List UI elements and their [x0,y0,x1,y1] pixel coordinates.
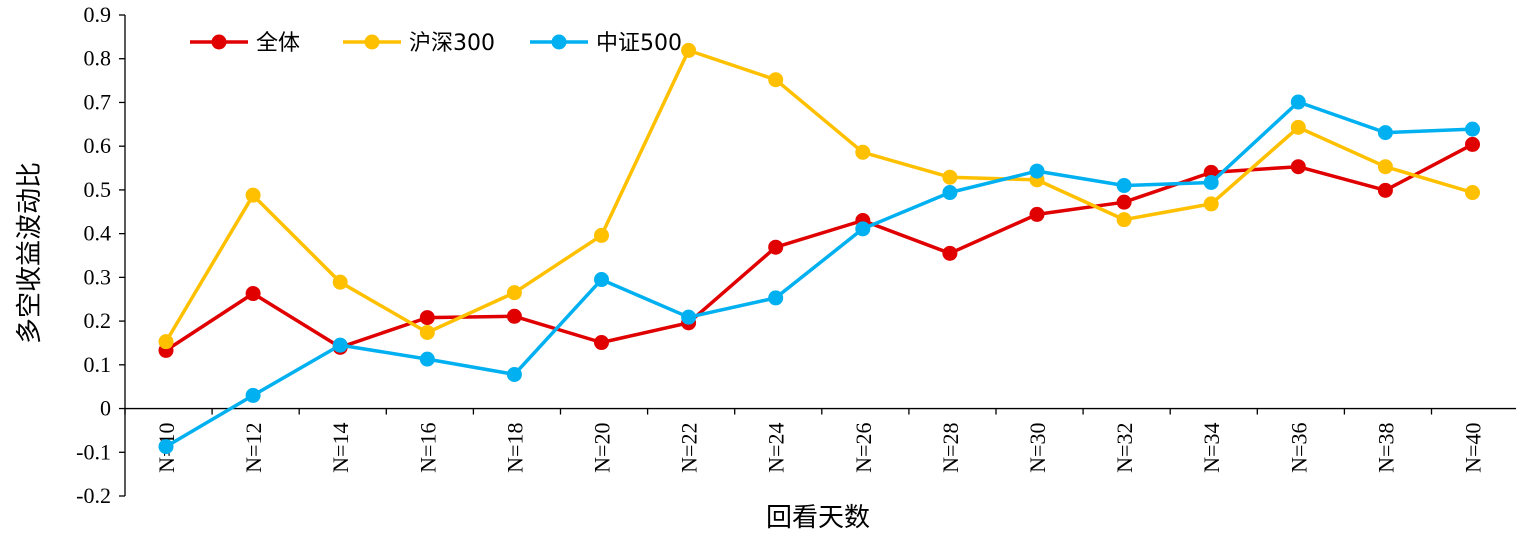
x-tick-label: N=32 [1112,423,1137,473]
data-point [942,245,958,261]
data-point [855,144,871,160]
x-tick-label: N=16 [415,423,440,473]
data-point [594,272,609,288]
series-line [164,48,1473,343]
data-point [506,366,522,382]
x-tick-label: N=12 [241,423,266,473]
x-tick-label: N=38 [1373,423,1398,473]
legend-item-2: 中证500 [530,31,682,56]
series-1 [158,42,1480,350]
series-layer [158,42,1480,455]
x-tick-label: N=18 [502,423,527,473]
data-point [1377,159,1393,175]
y-tick-label: 0.8 [84,46,112,71]
data-point [1203,174,1219,190]
data-point [1377,125,1393,141]
data-point [855,221,871,237]
y-tick-label: -0.2 [76,483,111,508]
x-tick-label: N=34 [1199,423,1224,473]
legend-item-0: 全体 [190,31,300,56]
y-tick-label: 0.3 [84,264,112,289]
y-tick-label: 0.7 [84,89,112,114]
y-tick-label: 0.6 [84,133,112,158]
x-tick-label: N=24 [764,423,789,473]
data-point [1465,121,1480,137]
x-tick-label: N=28 [938,423,963,473]
x-tick-label: N=14 [328,423,353,473]
legend-label: 沪深300 [409,31,495,56]
legend: 全体 沪深300 中证500 [190,31,682,56]
axes [119,14,1517,497]
y-tick-labels: -0.2 -0.1 0 0.1 0.2 0.3 0.4 0.5 0.6 0.7 0.8 0.9 [76,2,111,508]
legend-item-1: 沪深300 [343,31,495,56]
data-point [419,324,435,340]
legend-marker [211,34,227,50]
y-axis-title: 多空收益波动比 [15,162,45,344]
data-point [245,387,261,403]
data-point [942,185,958,201]
data-point [942,169,958,185]
data-point [1290,119,1306,135]
data-point [1029,206,1045,222]
data-point [1465,136,1480,152]
data-point [245,286,261,302]
data-point [1203,196,1219,212]
data-point [1290,159,1306,175]
data-point [768,239,784,255]
data-point [1116,178,1132,194]
series-line [165,100,1473,449]
y-tick-label: 0.4 [84,221,112,246]
data-point [681,42,697,58]
data-point [594,227,609,243]
data-point [681,309,697,325]
series-0 [158,136,1480,358]
y-tick-label: 0.9 [84,2,112,27]
data-point [768,72,784,88]
y-tick-label: 0.2 [84,308,112,333]
data-point [158,439,174,455]
series-2 [158,94,1480,455]
data-point [1377,182,1393,198]
data-point [506,308,522,324]
y-tick-label: 0 [100,396,111,421]
data-point [332,337,348,353]
data-point [332,274,348,290]
legend-marker [551,34,567,50]
data-point [1465,185,1480,201]
x-axis-title: 回看天数 [766,503,870,533]
legend-label: 全体 [256,31,300,56]
data-point [1116,194,1132,210]
data-point [1290,94,1306,110]
data-point [158,334,174,350]
data-point [245,187,261,203]
series-line [165,142,1474,352]
x-tick-label: N=36 [1286,423,1311,473]
data-point [768,290,784,306]
legend-label: 中证500 [596,31,682,56]
data-point [1116,212,1132,228]
x-tick-label: N=40 [1461,423,1486,473]
data-point [419,310,435,326]
x-tick-label: N=20 [590,423,615,473]
data-point [419,351,435,367]
x-tick-label: N=30 [1025,423,1050,473]
y-tick-label: 0.1 [84,352,112,377]
data-point [594,335,609,351]
x-tick-label: N=22 [677,423,702,473]
y-tick-label: -0.1 [76,439,111,464]
legend-marker [364,34,380,50]
data-point [506,285,522,301]
y-tick-label: 0.5 [84,177,112,202]
data-point [1029,163,1045,179]
x-tick-label: N=26 [851,423,876,473]
x-tick-labels: N=10N=12N=14N=16N=18N=20N=22N=24N=26N=28… [154,423,1486,473]
